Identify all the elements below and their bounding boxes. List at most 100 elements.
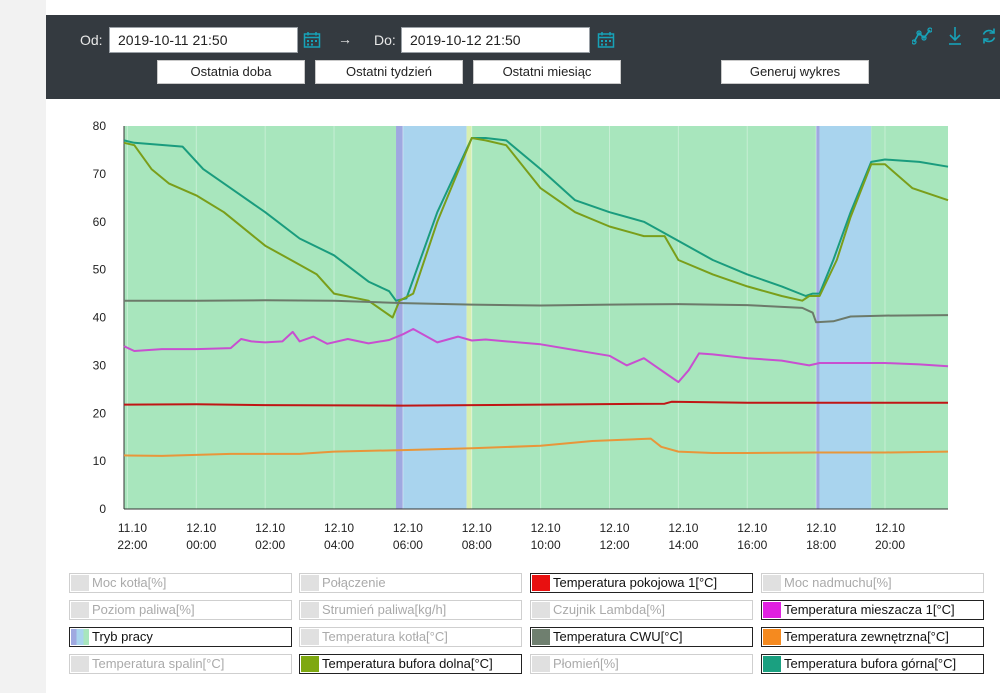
x-tick-label: 18:00	[806, 538, 836, 552]
legend-swatch	[532, 656, 550, 672]
legend-item[interactable]: Strumień paliwa[kg/h]	[299, 600, 522, 620]
legend-item[interactable]: Temperatura spalin[°C]	[69, 654, 292, 674]
y-tick-label: 0	[99, 502, 106, 516]
legend-label: Moc nadmuchu[%]	[784, 575, 892, 590]
mode-band	[816, 126, 820, 509]
x-tick-label: 12.10	[875, 521, 905, 535]
mode-band	[466, 126, 472, 509]
x-tick-label: 12.10	[806, 521, 836, 535]
legend-item[interactable]: Temperatura CWU[°C]	[530, 627, 753, 647]
download-icon[interactable]	[947, 26, 963, 46]
x-tick-label: 10:00	[531, 538, 561, 552]
legend-label: Temperatura pokojowa 1[°C]	[553, 575, 718, 590]
x-tick-label: 12.10	[668, 521, 698, 535]
to-label: Do:	[374, 32, 396, 48]
legend-label: Temperatura kotła[°C]	[322, 629, 448, 644]
x-tick-label: 12.10	[531, 521, 561, 535]
legend-item[interactable]: Temperatura zewnętrzna[°C]	[761, 627, 984, 647]
legend-label: Płomień[%]	[553, 656, 619, 671]
legend-label: Temperatura bufora górna[°C]	[784, 656, 957, 671]
from-label: Od:	[80, 32, 103, 48]
x-tick-label: 12.10	[255, 521, 285, 535]
legend-swatch	[763, 575, 781, 591]
legend-item[interactable]: Moc nadmuchu[%]	[761, 573, 984, 593]
legend-item[interactable]: Moc kotła[%]	[69, 573, 292, 593]
mode-band	[124, 126, 397, 509]
series-line	[123, 437, 949, 457]
x-tick-label: 20:00	[875, 538, 905, 552]
series-line	[123, 328, 949, 384]
legend-label: Moc kotła[%]	[92, 575, 167, 590]
y-tick-label: 20	[93, 406, 107, 420]
mode-band	[471, 126, 817, 509]
x-tick-label: 12.10	[186, 521, 216, 535]
legend-swatch	[71, 575, 89, 591]
legend-label: Temperatura bufora dolna[°C]	[322, 656, 493, 671]
legend-swatch	[763, 656, 781, 672]
legend-item[interactable]: Temperatura bufora górna[°C]	[761, 654, 984, 674]
legend-label: Temperatura CWU[°C]	[553, 629, 683, 644]
mode-band	[871, 126, 948, 509]
calendar-icon[interactable]	[597, 31, 615, 49]
gridlines	[126, 126, 886, 509]
toolbar: Od: 2019-10-11 21:50 → Do: 2019-10-12 21…	[46, 15, 1000, 99]
to-date-input[interactable]: 2019-10-12 21:50	[401, 27, 590, 53]
x-tick-label: 12.10	[324, 521, 354, 535]
mode-band	[396, 126, 403, 509]
y-tick-label: 60	[93, 215, 107, 229]
legend-item[interactable]: Czujnik Lambda[%]	[530, 600, 753, 620]
legend-swatch	[301, 656, 319, 672]
legend-label: Temperatura zewnętrzna[°C]	[784, 629, 949, 644]
mode-bands	[124, 126, 948, 509]
legend-item[interactable]: Temperatura kotła[°C]	[299, 627, 522, 647]
legend-label: Połączenie	[322, 575, 386, 590]
x-tick-label: 04:00	[324, 538, 354, 552]
y-tick-label: 40	[93, 311, 107, 325]
x-tick-labels: 11.10 22:00 12.10 00:00 12.10 02:00 12.10 04:00…	[117, 521, 905, 552]
legend-swatch	[532, 575, 550, 591]
legend-item[interactable]: Połączenie	[299, 573, 522, 593]
legend-item[interactable]: Płomień[%]	[530, 654, 753, 674]
axes	[123, 126, 948, 510]
legend-item[interactable]: Tryb pracy	[69, 627, 292, 647]
legend-item[interactable]: Temperatura bufora dolna[°C]	[299, 654, 522, 674]
x-tick-label: 06:00	[393, 538, 423, 552]
legend-label: Poziom paliwa[%]	[92, 602, 195, 617]
y-tick-label: 80	[93, 119, 107, 133]
last-day-button[interactable]: Ostatnia doba	[157, 60, 305, 84]
last-month-button[interactable]: Ostatni miesiąc	[473, 60, 621, 84]
generate-chart-button[interactable]: Generuj wykres	[721, 60, 869, 84]
legend-swatch	[301, 575, 319, 591]
x-tick-label: 02:00	[255, 538, 285, 552]
series-line	[123, 137, 949, 302]
line-chart-icon[interactable]	[912, 27, 932, 45]
legend-label: Temperatura spalin[°C]	[92, 656, 225, 671]
legend-swatch	[71, 656, 89, 672]
legend-item[interactable]: Temperatura mieszacza 1[°C]	[761, 600, 984, 620]
x-tick-label: 22:00	[117, 538, 147, 552]
calendar-icon[interactable]	[303, 31, 321, 49]
mode-band	[402, 126, 467, 509]
legend-swatch	[532, 629, 550, 645]
legend-label: Czujnik Lambda[%]	[553, 602, 665, 617]
last-week-button[interactable]: Ostatni tydzień	[315, 60, 463, 84]
from-date-input[interactable]: 2019-10-11 21:50	[109, 27, 298, 53]
x-tick-label: 12.10	[737, 521, 767, 535]
x-tick-label: 12.10	[462, 521, 492, 535]
legend-item[interactable]: Poziom paliwa[%]	[69, 600, 292, 620]
refresh-icon[interactable]	[981, 27, 997, 45]
legend-swatch	[763, 602, 781, 618]
legend-label: Tryb pracy	[92, 629, 153, 644]
range-arrow: →	[338, 31, 352, 47]
x-tick-label: 12.10	[393, 521, 423, 535]
legend-swatch	[763, 629, 781, 645]
x-tick-label: 00:00	[186, 538, 216, 552]
y-tick-labels: 0 10 20 30 40 50 60 70 80	[93, 119, 107, 516]
series-line	[123, 400, 948, 407]
legend-label: Strumień paliwa[kg/h]	[322, 602, 447, 617]
series-lines	[123, 137, 949, 457]
legend-item[interactable]: Temperatura pokojowa 1[°C]	[530, 573, 753, 593]
x-tick-label: 14:00	[668, 538, 698, 552]
x-tick-label: 08:00	[462, 538, 492, 552]
